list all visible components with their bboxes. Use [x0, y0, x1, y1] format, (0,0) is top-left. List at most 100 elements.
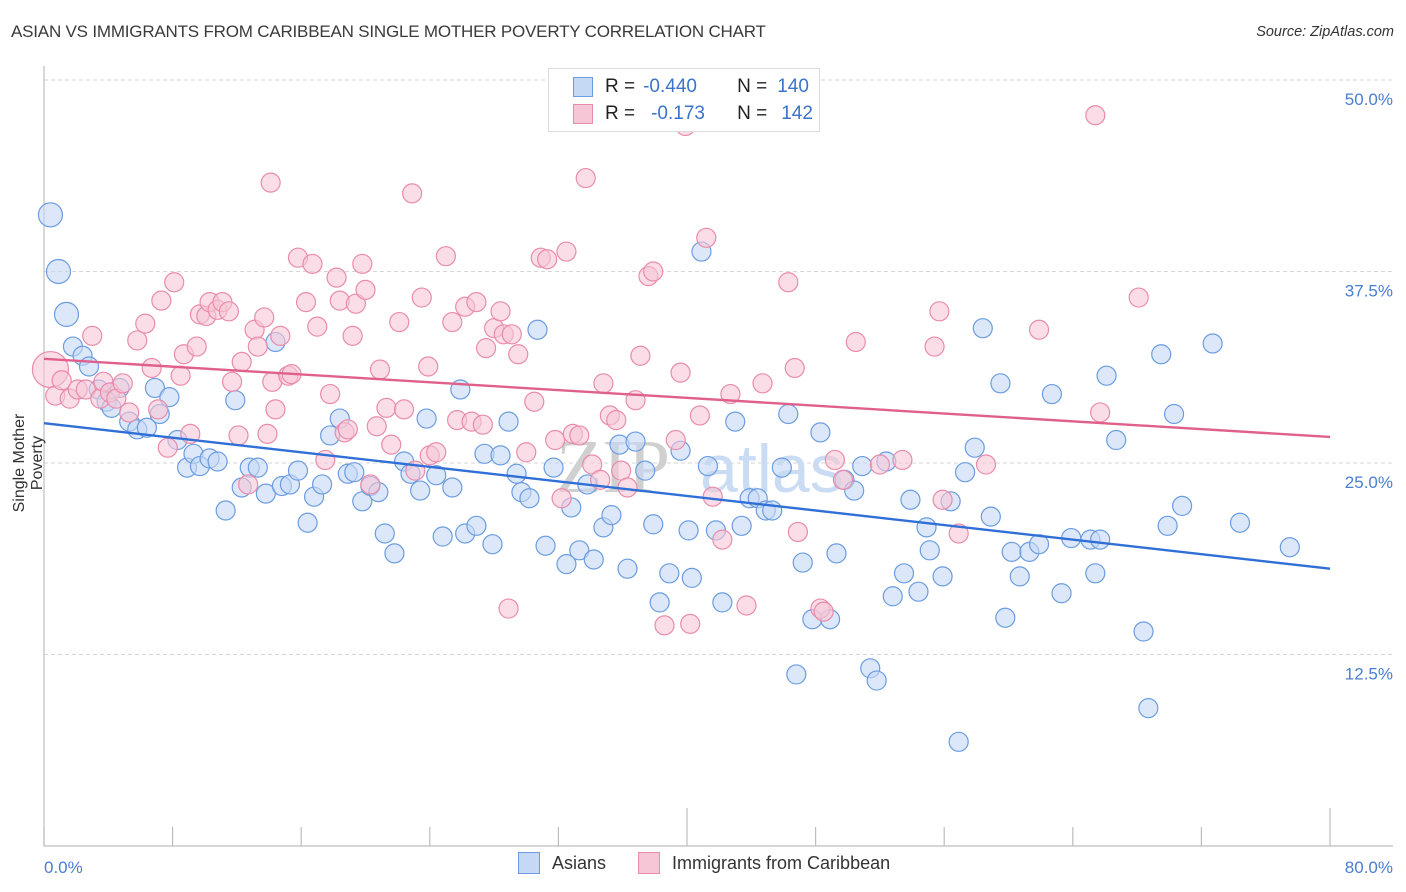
- asians-point: [311, 474, 333, 495]
- asians-point: [1138, 698, 1159, 719]
- asians-point: [916, 517, 937, 538]
- y-tick-label: 37.5%: [1345, 282, 1393, 301]
- asians-point: [1009, 566, 1030, 587]
- asians-point: [344, 462, 365, 483]
- caribbean-point: [630, 345, 651, 366]
- y-axis-label: Single Mother Poverty: [11, 413, 46, 513]
- asians-point: [527, 319, 548, 340]
- asians-point: [866, 670, 887, 691]
- caribbean-point: [516, 442, 537, 463]
- caribbean-point: [948, 523, 969, 544]
- asians-swatch: [573, 77, 593, 97]
- caribbean-point: [393, 399, 415, 420]
- asians-point: [712, 592, 733, 613]
- caribbean-point: [112, 373, 133, 394]
- asians-point: [919, 540, 940, 561]
- caribbean-point: [435, 246, 456, 267]
- asians-point: [725, 411, 746, 432]
- asians-point: [1229, 512, 1251, 533]
- caribbean-point: [238, 474, 259, 495]
- r-value: -0.440: [643, 76, 697, 97]
- caribbean-point: [524, 391, 545, 412]
- caribbean-point: [643, 261, 664, 282]
- caribbean-point: [787, 521, 809, 543]
- caribbean-point: [389, 311, 410, 333]
- asians-point: [1041, 383, 1063, 405]
- legend-label: Asians: [552, 852, 607, 873]
- asians-point: [410, 480, 431, 501]
- asians-point: [826, 543, 847, 564]
- asians-point: [948, 731, 969, 752]
- asians-point: [247, 457, 268, 478]
- caribbean-point: [689, 405, 710, 426]
- caribbean-point: [270, 325, 291, 346]
- tick-labels: 12.5% 25.0% 37.5% 50.0% 0.0% 80.0%: [44, 90, 1393, 877]
- caribbean-point: [127, 330, 148, 351]
- asians-point: [53, 301, 80, 327]
- asians-point: [466, 515, 487, 536]
- asians-point: [731, 515, 752, 536]
- caribbean-point: [1085, 105, 1106, 126]
- caribbean-point: [326, 267, 347, 288]
- axes: [43, 66, 1393, 847]
- asians-point: [852, 455, 873, 477]
- asians-point: [995, 607, 1016, 628]
- caribbean-point: [575, 167, 596, 189]
- caribbean-point: [148, 399, 169, 420]
- caribbean-point: [337, 419, 358, 440]
- asians-point: [659, 563, 680, 584]
- caribbean-point: [345, 293, 366, 314]
- n-label: N =: [737, 103, 768, 124]
- asians-point: [1151, 344, 1172, 365]
- caribbean-point: [472, 414, 493, 435]
- caribbean-point: [257, 423, 278, 444]
- y-tick-label: 25.0%: [1345, 473, 1393, 492]
- asians-point: [810, 422, 831, 443]
- asians-point: [932, 566, 953, 587]
- asians-point: [972, 318, 993, 339]
- caribbean-point: [702, 486, 723, 507]
- asians-point: [908, 581, 929, 602]
- caribbean-point: [975, 454, 997, 475]
- asians-point: [144, 377, 166, 399]
- caribbean-point: [307, 316, 328, 337]
- n-value: 140: [777, 76, 809, 97]
- asians-point: [490, 445, 511, 466]
- asians-point: [37, 202, 64, 228]
- asians-point: [1133, 621, 1154, 642]
- watermark-atlas: atlas: [700, 431, 844, 507]
- asians-point: [601, 504, 622, 526]
- legend-label: Immigrants from Caribbean: [672, 852, 891, 873]
- asians-point: [617, 558, 638, 579]
- caribbean-point: [75, 379, 96, 400]
- caribbean-point: [141, 357, 162, 379]
- asians-point: [1163, 403, 1185, 425]
- caribbean-point: [342, 325, 363, 346]
- caribbean-point: [402, 183, 423, 204]
- n-label: N =: [737, 76, 768, 97]
- asians-point: [1157, 515, 1178, 536]
- caribbean-point: [376, 397, 397, 418]
- asians-point: [649, 592, 670, 613]
- caribbean-point: [824, 449, 845, 471]
- legend-item-asians[interactable]: Asians: [518, 852, 606, 874]
- legend-item-caribbean[interactable]: Immigrants from Caribbean: [638, 852, 890, 874]
- caribbean-point: [186, 336, 207, 357]
- caribbean-point: [302, 253, 323, 274]
- caribbean-point: [228, 425, 249, 446]
- caribbean-point: [1128, 287, 1149, 308]
- asians-point: [1096, 365, 1117, 386]
- asians-point: [583, 549, 604, 570]
- caribbean-point: [490, 301, 511, 322]
- asians-trend-line: [43, 421, 1331, 570]
- caribbean-point: [442, 311, 463, 333]
- asians-point: [1090, 529, 1111, 550]
- caribbean-point: [556, 241, 577, 262]
- caribbean-point: [369, 359, 391, 380]
- asians-point: [136, 417, 157, 438]
- asians-point: [78, 356, 100, 377]
- caribbean-point: [501, 324, 522, 345]
- asians-point: [1106, 429, 1127, 451]
- caribbean-swatch: [638, 852, 661, 874]
- asians-point: [569, 540, 590, 561]
